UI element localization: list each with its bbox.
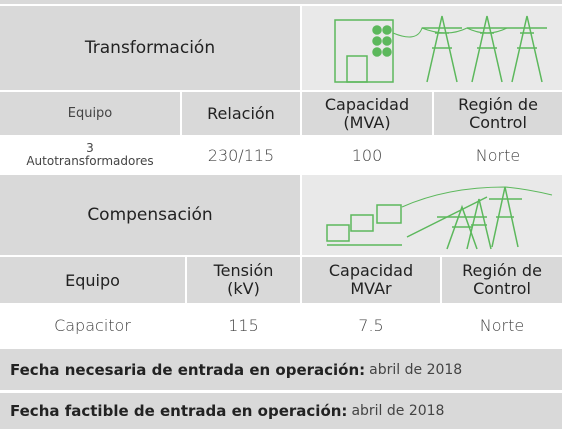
header-cell: Capacidad MVAr	[302, 257, 440, 303]
section-title: Transformación	[0, 6, 300, 90]
header-cell: Relación	[182, 92, 300, 135]
date-label: Fecha necesaria de entrada en operación:	[10, 360, 366, 379]
illustration	[302, 6, 562, 90]
data-cell: Norte	[442, 305, 562, 346]
header-cell: Tensión (kV)	[187, 257, 300, 303]
header-cell: Equipo	[0, 257, 185, 303]
top-strip	[0, 0, 562, 4]
date-value: abril de 2018	[369, 361, 463, 378]
data-cell: 3 Autotransformadores	[0, 137, 180, 173]
date-value: abril de 2018	[351, 403, 445, 419]
data-cell: 100	[302, 137, 432, 173]
data-cell: 230/115	[182, 137, 300, 173]
date-row: Fecha necesaria de entrada en operación:…	[0, 349, 562, 390]
date-label: Fecha factible de entrada en operación:	[10, 402, 348, 420]
data-cell: 115	[187, 305, 300, 346]
header-cell: Equipo	[0, 92, 180, 135]
capacitor-icon	[326, 186, 553, 250]
header-cell: Región de Control	[442, 257, 562, 303]
data-cell: Norte	[434, 137, 562, 173]
data-cell: Capacitor	[0, 305, 185, 346]
data-cell: 7.5	[302, 305, 440, 346]
section-title: Compensación	[0, 175, 300, 255]
date-row: Fecha factible de entrada en operación: a…	[0, 393, 562, 429]
header-cell: Capacidad (MVA)	[302, 92, 432, 135]
header-cell: Región de Control	[434, 92, 562, 135]
transformer-icon	[334, 15, 547, 83]
illustration	[302, 175, 562, 255]
